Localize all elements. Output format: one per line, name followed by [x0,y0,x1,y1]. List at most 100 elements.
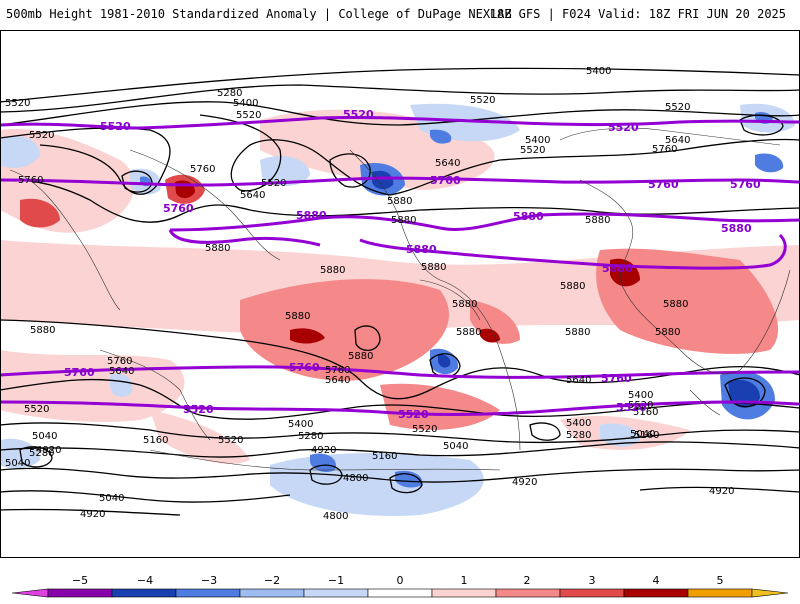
highlight-label: 5880 [513,210,544,223]
contour-label: 5880 [205,243,230,254]
contour-label: 5400 [586,66,611,77]
colorbar-tick: 1 [461,574,468,587]
contour-label: 5880 [452,299,477,310]
contour-label: 5880 [348,351,373,362]
colorbar-tick: 4 [653,574,660,587]
map-title: 500mb Height 1981-2010 Standardized Anom… [6,7,512,21]
contour-label: 5400 [628,390,653,401]
colorbar-swatch-neg1 [239,588,305,598]
contour-label: 4920 [36,445,61,456]
highlight-label: 5760 [430,174,461,187]
contour-label: 5160 [633,407,658,418]
colorbar-tick: 3 [589,574,596,587]
height-contours [0,67,800,516]
contour-label: 5280 [566,430,591,441]
colorbar-swatch-neg5 [11,588,49,598]
contour-label: 5280 [298,431,323,442]
colorbar-tick: 0 [397,574,404,587]
highlight-contours [0,115,800,416]
contour-label: 5760 [325,365,350,376]
highlight-label: 5520 [100,120,131,133]
contour-label: 5040 [5,458,30,469]
colorbar-tick: −3 [201,574,217,587]
contour-label: 5520 [665,102,690,113]
contour-label: 5040 [630,429,655,440]
contour-label: 5520 [5,98,30,109]
contour-label: 5880 [663,299,688,310]
contour-label: 5160 [634,430,659,441]
contour-label: 4800 [323,511,348,522]
contour-labels-black: 5400 5280 5400 5520 5520 5520 5520 5400 … [5,66,734,522]
contour-label: 5760 [652,144,677,155]
colorbar-swatch-pos5 [687,588,753,598]
contour-label: 5520 [261,178,286,189]
contour-label: 5880 [655,327,680,338]
contour-label: 5760 [18,175,43,186]
highlight-label: 5760 [64,366,95,379]
contour-label: 5640 [435,158,460,169]
highlight-label: 5880 [721,222,752,235]
contour-label: 5520 [520,145,545,156]
anomaly-map: 5400 5280 5400 5520 5520 5520 5520 5400 … [0,30,800,558]
contour-label: 4920 [709,486,734,497]
colorbar-swatches [11,588,789,598]
colorbar-svg: −5 −4 −3 −2 −1 0 1 2 3 4 5 [11,574,789,598]
colorbar-tick: −1 [328,574,344,587]
contour-label: 5040 [32,431,57,442]
contour-label: 5880 [565,327,590,338]
contour-label: 5880 [585,215,610,226]
highlight-label: 5520 [616,401,647,414]
contour-label: 5880 [30,325,55,336]
contour-label: 5040 [443,441,468,452]
contour-label: 5160 [372,451,397,462]
contour-label: 5520 [218,435,243,446]
colorbar-tick: −2 [264,574,280,587]
contour-label: 5640 [665,135,690,146]
highlight-label: 5520 [343,108,374,121]
highlight-label: 5760 [601,372,632,385]
colorbar-swatch-neg05 [303,588,369,598]
colorbar-tick: −5 [72,574,88,587]
contour-label: 5760 [190,164,215,175]
contour-label: 5880 [387,196,412,207]
colorbar-swatch-neg2 [175,588,241,598]
contour-label: 5880 [285,311,310,322]
colorbar-swatch-pos4 [623,588,689,598]
contour-label: 5640 [325,375,350,386]
contour-label: 5880 [421,262,446,273]
contour-label: 5520 [470,95,495,106]
colorbar-swatch-pos1 [431,588,497,598]
contour-label: 5760 [107,356,132,367]
contour-label: 5520 [24,404,49,415]
anomaly-fill-negative [0,103,795,516]
contour-label: 5280 [217,88,242,99]
colorbar-tick: −4 [137,574,153,587]
colorbar-tick: 2 [524,574,531,587]
highlight-label: 5880 [296,209,327,222]
highlight-label: 5760 [648,178,679,191]
coastlines [9,127,791,471]
highlight-label: 5760 [730,178,761,191]
contour-label: 5400 [288,419,313,430]
colorbar-tick: 5 [717,574,724,587]
colorbar-swatch-pos2 [495,588,561,598]
contour-label: 5640 [566,375,591,386]
contour-label: 5880 [560,281,585,292]
contour-label: 4920 [311,445,336,456]
contour-label: 5520 [29,130,54,141]
highlight-label: 5520 [398,408,429,421]
colorbar: −5 −4 −3 −2 −1 0 1 2 3 4 5 [0,562,800,600]
run-info: 18Z GFS | F024 Valid: 18Z FRI JUN 20 202… [489,7,786,21]
contour-label: 5520 [236,110,261,121]
contour-label: 5520 [628,400,653,411]
colorbar-swatch-pos3 [559,588,625,598]
highlight-label: 5760 [289,361,320,374]
colorbar-ticks: −5 −4 −3 −2 −1 0 1 2 3 4 5 [72,574,724,587]
colorbar-swatch-zero [367,588,433,598]
contour-label: 5400 [566,418,591,429]
highlight-label: 5520 [183,403,214,416]
highlight-label: 5520 [608,121,639,134]
contour-label: 5040 [99,493,124,504]
contour-label: 4800 [343,473,368,484]
contour-label: 5880 [391,215,416,226]
